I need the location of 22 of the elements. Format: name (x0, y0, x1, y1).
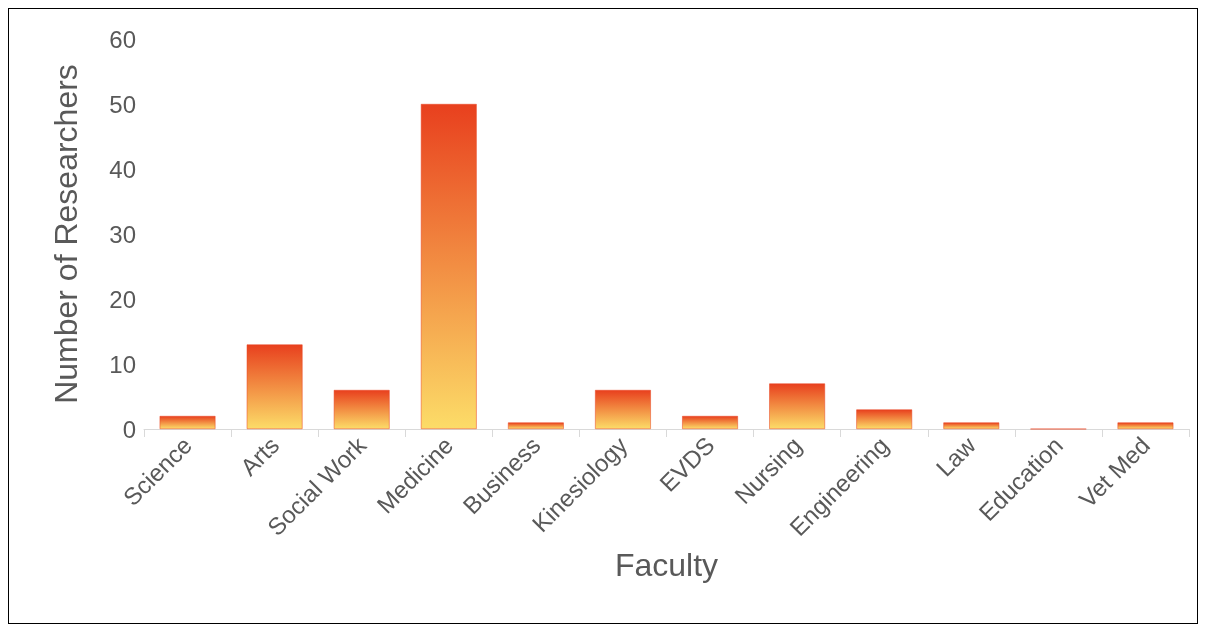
y-tick-label: 10 (109, 350, 136, 378)
bar (420, 104, 477, 429)
bar (856, 409, 913, 429)
bar (159, 416, 216, 429)
bar (682, 416, 738, 429)
x-tick-label: Law (930, 430, 982, 482)
y-axis-title: Number of Researchers (48, 64, 84, 404)
y-tick-label: 50 (109, 90, 136, 118)
bar (943, 422, 1000, 429)
y-tick-label: 30 (109, 220, 136, 248)
y-tick-label: 20 (109, 285, 136, 313)
y-tick-label: 40 (109, 155, 136, 183)
bar (333, 390, 390, 429)
bar (595, 390, 651, 429)
x-axis-title: Faculty (614, 547, 719, 583)
bar (246, 344, 303, 429)
y-tick-label: 0 (122, 415, 136, 443)
x-tick-label: Arts (234, 431, 285, 481)
bar (769, 383, 825, 429)
y-tick-label: 60 (109, 25, 136, 53)
bar (508, 422, 564, 429)
bar (1117, 422, 1174, 429)
